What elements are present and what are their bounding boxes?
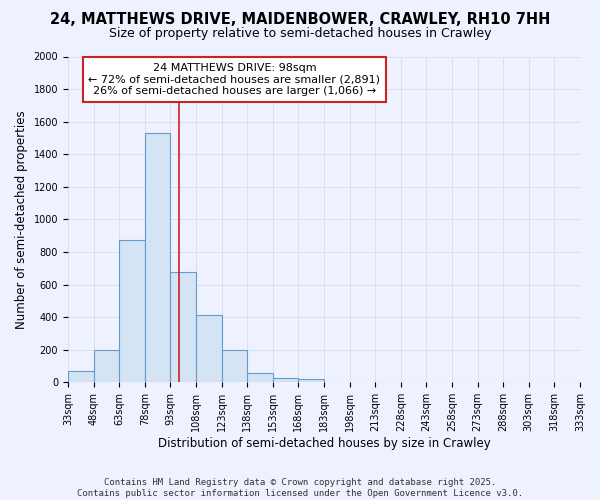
Bar — [298, 379, 324, 382]
Bar — [170, 272, 196, 382]
Text: 24, MATTHEWS DRIVE, MAIDENBOWER, CRAWLEY, RH10 7HH: 24, MATTHEWS DRIVE, MAIDENBOWER, CRAWLEY… — [50, 12, 550, 28]
Text: Size of property relative to semi-detached houses in Crawley: Size of property relative to semi-detach… — [109, 28, 491, 40]
Bar — [119, 240, 145, 382]
Y-axis label: Number of semi-detached properties: Number of semi-detached properties — [15, 110, 28, 328]
Bar — [145, 133, 170, 382]
Bar — [273, 378, 298, 382]
Text: 24 MATTHEWS DRIVE: 98sqm
← 72% of semi-detached houses are smaller (2,891)
26% o: 24 MATTHEWS DRIVE: 98sqm ← 72% of semi-d… — [88, 63, 380, 96]
Bar — [94, 350, 119, 382]
X-axis label: Distribution of semi-detached houses by size in Crawley: Distribution of semi-detached houses by … — [158, 437, 490, 450]
Bar — [196, 314, 221, 382]
Text: Contains HM Land Registry data © Crown copyright and database right 2025.
Contai: Contains HM Land Registry data © Crown c… — [77, 478, 523, 498]
Bar — [247, 372, 273, 382]
Bar — [221, 350, 247, 382]
Bar — [68, 371, 94, 382]
